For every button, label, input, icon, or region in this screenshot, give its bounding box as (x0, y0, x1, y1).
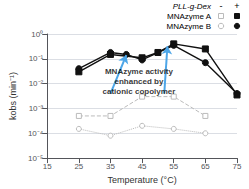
svg-text:PLL-g-Dex: PLL-g-Dex (173, 2, 212, 11)
svg-text:10⁻¹: 10⁻¹ (29, 54, 44, 63)
svg-text:enhanced by: enhanced by (115, 77, 164, 86)
svg-text:35: 35 (106, 162, 115, 171)
svg-text:25: 25 (74, 162, 83, 171)
svg-text:MNAzyme A: MNAzyme A (167, 12, 212, 21)
svg-text:45: 45 (138, 162, 147, 171)
svg-text:10⁰: 10⁰ (31, 30, 43, 39)
svg-text:kobs (min⁻¹): kobs (min⁻¹) (8, 72, 18, 120)
svg-text:cationic copolymer: cationic copolymer (102, 87, 175, 96)
svg-text:65: 65 (201, 162, 210, 171)
svg-text:Temperature (°C): Temperature (°C) (108, 175, 177, 185)
svg-text:75: 75 (233, 162, 242, 171)
svg-text:10⁻²: 10⁻² (29, 79, 44, 88)
svg-text:55: 55 (169, 162, 178, 171)
svg-text:10⁻⁵: 10⁻⁵ (28, 154, 43, 163)
svg-text:MNAzyme B: MNAzyme B (167, 22, 211, 31)
svg-text:-: - (220, 1, 223, 11)
svg-text:15: 15 (43, 162, 52, 171)
svg-text:10⁻⁴: 10⁻⁴ (28, 129, 44, 138)
svg-text:+: + (234, 1, 239, 11)
svg-text:MNAzyme activity: MNAzyme activity (105, 67, 174, 76)
svg-text:10⁻³: 10⁻³ (29, 104, 44, 113)
